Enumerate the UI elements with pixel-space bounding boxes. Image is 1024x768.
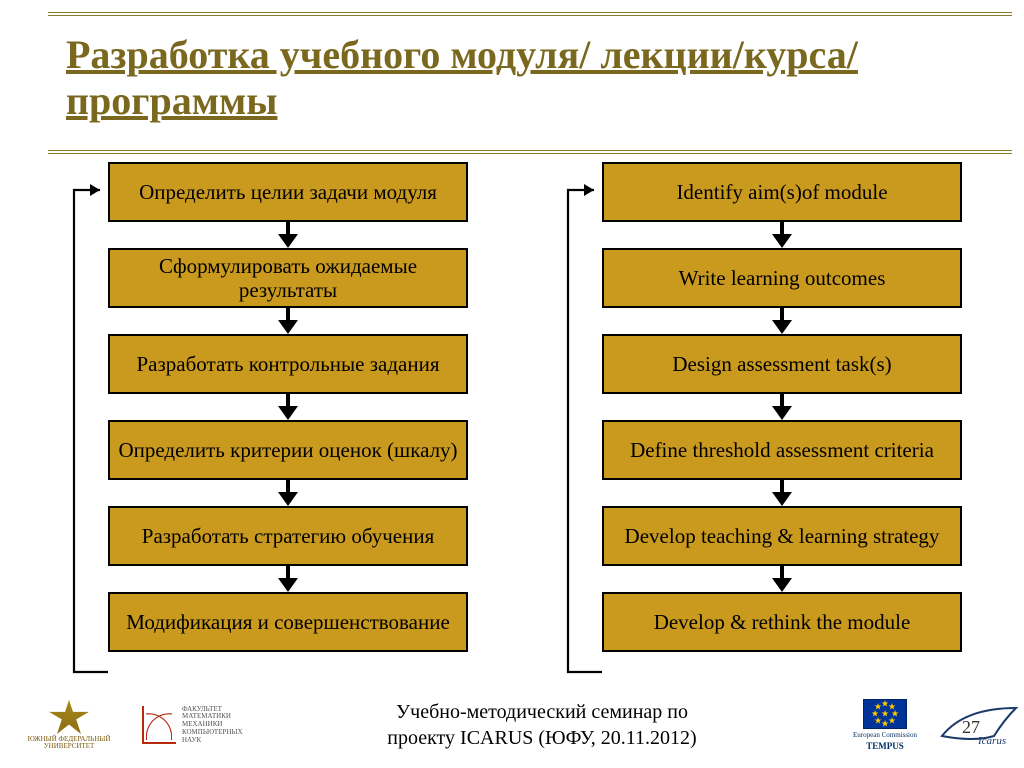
right-arrow-5 [602, 566, 962, 592]
arrow-down-icon [276, 394, 300, 420]
right-step-2: Write learning outcomes [602, 248, 962, 308]
step-line: of module [802, 180, 888, 204]
footer-text: Учебно-методический семинар по проекту I… [248, 699, 836, 751]
left-arrow-3 [108, 394, 468, 420]
step-line: Write learning outcomes [679, 266, 886, 290]
tempus-logo: European Commission TEMPUS [850, 697, 920, 753]
step-line: и задачи модуля [293, 180, 437, 204]
fmcs-logo: ФАКУЛЬТЕТ МАТЕМАТИКИ МЕХАНИКИ КОМПЬЮТЕРН… [138, 697, 248, 753]
arrow-down-icon [770, 222, 794, 248]
sfedu-label: ЮЖНЫЙ ФЕДЕРАЛЬНЫЙ УНИВЕРСИТЕТ [14, 736, 124, 750]
footer-line2: проекту ICARUS (ЮФУ, 20.11.2012) [387, 727, 696, 749]
sfedu-logo: ЮЖНЫЙ ФЕДЕРАЛЬНЫЙ УНИВЕРСИТЕТ [14, 697, 124, 753]
step-line: Design assessment task(s) [672, 352, 891, 376]
left-step-1: Определить целии задачи модуля [108, 162, 468, 222]
right-arrow-3 [602, 394, 962, 420]
right-step-3: Design assessment task(s) [602, 334, 962, 394]
eu-flag-icon [863, 699, 907, 729]
left-arrow-4 [108, 480, 468, 506]
right-step-6: Develop & rethink the module [602, 592, 962, 652]
arrow-down-icon [276, 566, 300, 592]
footer: ЮЖНЫЙ ФЕДЕРАЛЬНЫЙ УНИВЕРСИТЕТ ФАКУЛЬТЕТ … [0, 692, 1024, 758]
left-step-5: Разработать стратегию обучения [108, 506, 468, 566]
left-arrow-1 [108, 222, 468, 248]
step-line: Develop teaching & learning strategy [625, 524, 940, 548]
right-step-4: Define threshold assessment criteria [602, 420, 962, 480]
step-line: Разработать контрольные задания [136, 352, 439, 376]
step-line: Сформулировать ожидаемые результаты [118, 254, 458, 302]
arrow-down-icon [770, 566, 794, 592]
icarus-label-text: Icarus [977, 735, 1006, 747]
arrow-down-icon [770, 480, 794, 506]
step-line: Определить цели [139, 180, 293, 204]
arrow-down-icon [770, 308, 794, 334]
tempus-label: TEMPUS [866, 741, 904, 751]
left-step-4: Определить критерии оценок (шкалу) [108, 420, 468, 480]
right-arrow-1 [602, 222, 962, 248]
step-line: Модификация и совершенствование [126, 610, 450, 634]
footer-line1: Учебно-методический семинар по [396, 701, 688, 723]
step-line: Define threshold assessment criteria [630, 438, 934, 462]
left-arrow-2 [108, 308, 468, 334]
flowchart-columns: Определить целии задачи модуля Сформулиро… [48, 162, 976, 692]
right-step-1: Identify aim(s)of module [602, 162, 962, 222]
right-column: Identify aim(s)of module Write learning o… [542, 162, 976, 692]
page-title: Разработка учебного модуля/ лекции/курса… [66, 32, 946, 124]
step-line: Develop & rethink the module [654, 610, 911, 634]
page-number: 27 [962, 717, 980, 738]
fmcs-icon [142, 706, 176, 744]
ec-label: European Commission [853, 731, 917, 739]
left-step-6: Модификация и совершенствование [108, 592, 468, 652]
left-arrow-5 [108, 566, 468, 592]
arrow-down-icon [276, 308, 300, 334]
step-line: Определить критерии оценок (шкалу) [118, 438, 457, 462]
sfedu-icon [49, 700, 89, 734]
arrow-down-icon [770, 394, 794, 420]
arrow-down-icon [276, 222, 300, 248]
right-step-5: Develop teaching & learning strategy [602, 506, 962, 566]
left-step-3: Разработать контрольные задания [108, 334, 468, 394]
right-arrow-2 [602, 308, 962, 334]
step-line: Разработать стратегию обучения [142, 524, 434, 548]
left-column: Определить целии задачи модуля Сформулиро… [48, 162, 482, 692]
left-step-2: Сформулировать ожидаемые результаты [108, 248, 468, 308]
step-line: Identify aim(s) [676, 180, 801, 204]
arrow-down-icon [276, 480, 300, 506]
fmcs-label: ФАКУЛЬТЕТ МАТЕМАТИКИ МЕХАНИКИ КОМПЬЮТЕРН… [182, 706, 244, 744]
right-arrow-4 [602, 480, 962, 506]
